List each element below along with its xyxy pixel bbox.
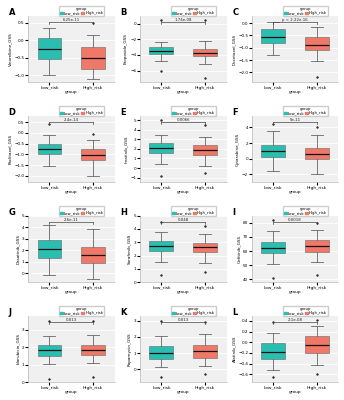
Text: E: E (121, 108, 126, 117)
Text: H: H (121, 208, 127, 217)
Text: 2.1e-08: 2.1e-08 (288, 318, 302, 322)
PathPatch shape (193, 145, 217, 155)
Text: 1.74e-08: 1.74e-08 (174, 18, 192, 22)
X-axis label: group: group (177, 190, 190, 194)
PathPatch shape (193, 49, 217, 56)
X-axis label: group: group (177, 290, 190, 294)
X-axis label: group: group (289, 190, 301, 194)
X-axis label: group: group (65, 90, 77, 94)
Text: 2.6e-11: 2.6e-11 (64, 218, 78, 222)
PathPatch shape (81, 46, 105, 69)
Legend: Low_risk, High_risk: Low_risk, High_risk (59, 106, 104, 116)
Text: B: B (121, 8, 127, 17)
X-axis label: group: group (289, 390, 301, 394)
X-axis label: group: group (65, 290, 77, 294)
Y-axis label: Dasatinib_GSS: Dasatinib_GSS (15, 234, 20, 264)
Y-axis label: Cytarabine_GSS: Cytarabine_GSS (236, 132, 240, 166)
Legend: Low_risk, High_risk: Low_risk, High_risk (283, 6, 328, 16)
Text: 0.0018: 0.0018 (288, 218, 302, 222)
Legend: Low_risk, High_risk: Low_risk, High_risk (59, 206, 104, 216)
Text: G: G (9, 208, 15, 217)
PathPatch shape (305, 240, 329, 252)
Text: A: A (9, 8, 15, 17)
Y-axis label: Vinorelbine_GSS: Vinorelbine_GSS (8, 32, 12, 66)
Legend: Low_risk, High_risk: Low_risk, High_risk (59, 306, 104, 316)
Y-axis label: Idarubicin_GSS: Idarubicin_GSS (15, 334, 20, 364)
PathPatch shape (261, 242, 285, 253)
Text: K: K (121, 308, 127, 317)
PathPatch shape (149, 143, 173, 153)
Text: 0.013: 0.013 (65, 318, 77, 322)
Text: 6.25e-11: 6.25e-11 (63, 18, 80, 22)
X-axis label: group: group (177, 390, 190, 394)
Legend: Low_risk, High_risk: Low_risk, High_risk (59, 6, 104, 16)
Legend: Low_risk, High_risk: Low_risk, High_risk (283, 206, 328, 216)
Y-axis label: Sorafenib_GSS: Sorafenib_GSS (128, 234, 131, 264)
Legend: Low_risk, High_risk: Low_risk, High_risk (171, 106, 216, 116)
PathPatch shape (305, 336, 329, 353)
PathPatch shape (149, 346, 173, 359)
Text: p < 2.22e-16: p < 2.22e-16 (282, 18, 308, 22)
Text: I: I (233, 208, 236, 217)
Legend: Low_risk, High_risk: Low_risk, High_risk (171, 206, 216, 216)
PathPatch shape (37, 38, 61, 60)
PathPatch shape (305, 37, 329, 50)
X-axis label: group: group (177, 90, 190, 94)
PathPatch shape (81, 344, 105, 355)
Text: 0.048: 0.048 (178, 218, 189, 222)
Text: 0.0066: 0.0066 (176, 118, 190, 122)
Text: 2.4e-14: 2.4e-14 (64, 118, 79, 122)
Text: D: D (9, 108, 15, 117)
PathPatch shape (305, 148, 329, 159)
PathPatch shape (81, 149, 105, 160)
Legend: Low_risk, High_risk: Low_risk, High_risk (283, 106, 328, 116)
PathPatch shape (37, 240, 61, 258)
PathPatch shape (37, 345, 61, 356)
PathPatch shape (149, 48, 173, 54)
Y-axis label: Gefitinib_GSS: Gefitinib_GSS (237, 235, 241, 263)
Y-axis label: Paclitaxel_GSS: Paclitaxel_GSS (8, 134, 12, 164)
Y-axis label: Afatinib_GSS: Afatinib_GSS (232, 336, 236, 362)
PathPatch shape (149, 241, 173, 251)
Text: L: L (233, 308, 238, 317)
Legend: Low_risk, High_risk: Low_risk, High_risk (171, 306, 216, 316)
PathPatch shape (193, 344, 217, 358)
X-axis label: group: group (289, 290, 301, 294)
PathPatch shape (37, 144, 61, 154)
Text: C: C (233, 8, 239, 17)
Text: 5e-11: 5e-11 (289, 118, 301, 122)
Y-axis label: Docetaxel_GSS: Docetaxel_GSS (232, 34, 236, 64)
PathPatch shape (261, 343, 285, 359)
X-axis label: group: group (289, 90, 301, 94)
Y-axis label: Rapamycin_GSS: Rapamycin_GSS (128, 332, 131, 366)
Text: F: F (233, 108, 238, 117)
Text: J: J (9, 308, 12, 317)
Legend: Low_risk, High_risk: Low_risk, High_risk (283, 306, 328, 316)
Y-axis label: Imatinib_GSS: Imatinib_GSS (124, 135, 128, 163)
Legend: Low_risk, High_risk: Low_risk, High_risk (171, 6, 216, 16)
PathPatch shape (193, 242, 217, 252)
Text: 0.013: 0.013 (178, 318, 189, 322)
PathPatch shape (261, 145, 285, 157)
X-axis label: group: group (65, 190, 77, 194)
PathPatch shape (81, 247, 105, 263)
PathPatch shape (261, 29, 285, 43)
Y-axis label: Etoposide_GSS: Etoposide_GSS (124, 34, 128, 64)
X-axis label: group: group (65, 390, 77, 394)
